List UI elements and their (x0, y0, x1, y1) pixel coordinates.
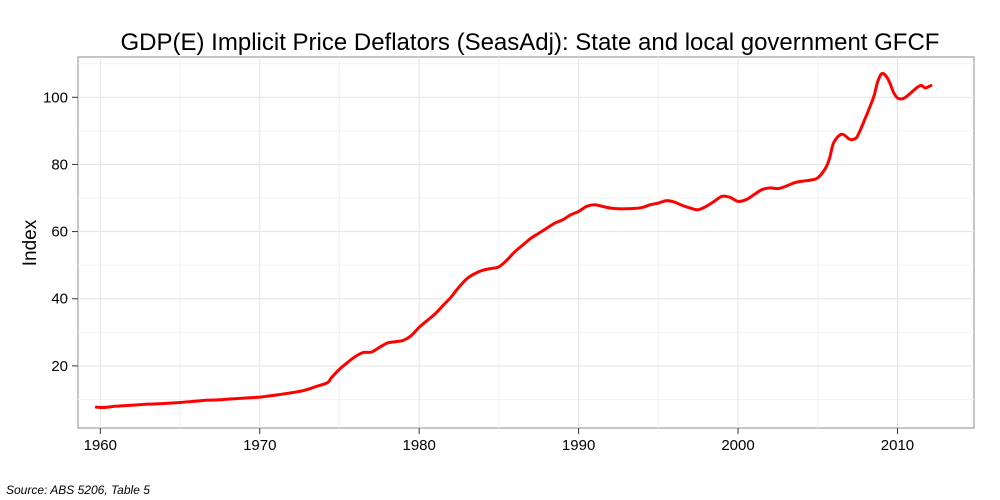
source-note: Source: ABS 5206, Table 5 (6, 483, 150, 497)
x-tick-label: 2010 (881, 437, 914, 454)
grid-lines (78, 57, 974, 428)
x-tick-label: 1980 (402, 437, 435, 454)
y-tick-label: 100 (43, 89, 68, 106)
series-layer (94, 71, 933, 410)
axes: 1960 1970 1980 1990 2000 2010 20 40 60 80 100 (43, 89, 914, 454)
x-tick-label: 1990 (562, 437, 595, 454)
y-tick-label: 40 (51, 291, 68, 308)
y-axis-label: Index (20, 219, 41, 266)
chart-title: GDP(E) Implicit Price Deflators (SeasAdj… (121, 29, 940, 56)
x-tick-label: 2000 (721, 437, 754, 454)
x-tick-label: 1960 (84, 437, 117, 454)
x-tick-label: 1970 (243, 437, 276, 454)
y-tick-label: 80 (51, 156, 68, 173)
y-tick-label: 60 (51, 224, 68, 241)
y-tick-label: 20 (51, 358, 68, 375)
series-line (94, 71, 933, 410)
